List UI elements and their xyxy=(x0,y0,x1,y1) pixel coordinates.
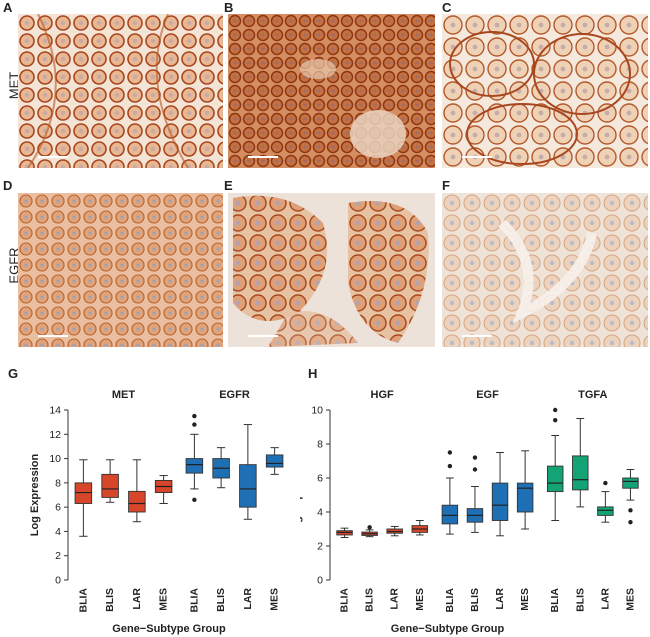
x-tick-label: BLIA xyxy=(549,588,561,613)
x-tick-label: LAR xyxy=(242,588,254,610)
ihc-image-egfr-e xyxy=(228,193,435,347)
x-tick-label: BLIA xyxy=(188,588,200,613)
y-tick-label: 2 xyxy=(55,550,61,562)
y-tick-label: 8 xyxy=(317,439,323,451)
x-tick-label: MES xyxy=(158,588,170,611)
outlier-point xyxy=(472,455,478,460)
y-tick-label: 12 xyxy=(49,429,61,441)
panel-label-a: A xyxy=(3,0,13,15)
box-egfr-lar xyxy=(239,464,257,508)
panel-label-e: E xyxy=(224,178,233,193)
ihc-image-egfr-d xyxy=(18,193,223,347)
y-axis-label: Log Expression xyxy=(300,453,303,536)
box-tgfa-blis xyxy=(572,455,589,491)
x-axis-label: Gene−Subtype Group xyxy=(112,623,226,635)
panel-label-d: D xyxy=(3,178,13,193)
outlier-point xyxy=(603,480,608,486)
x-tick-label: MES xyxy=(269,588,281,611)
x-tick-label: MES xyxy=(414,588,426,611)
group-title: EGF xyxy=(476,389,499,401)
x-tick-label: LAR xyxy=(389,588,401,610)
outlier-point xyxy=(447,450,453,455)
y-tick-label: 4 xyxy=(317,507,323,519)
outlier-point xyxy=(553,418,558,423)
x-tick-label: LAR xyxy=(131,588,143,610)
outlier-point xyxy=(553,407,558,413)
outlier-point xyxy=(192,413,197,419)
boxplot-chart-g: 0 2 4 6 8 10 12 14 Log Expression MET BLIA BLIS LAR M… xyxy=(29,389,284,635)
y-tick-label: 10 xyxy=(311,405,323,417)
y-tick-label: 0 xyxy=(317,575,323,587)
panel-label-b: B xyxy=(224,0,234,15)
ihc-image-met-a xyxy=(18,14,223,168)
x-tick-label: BLIS xyxy=(574,588,586,612)
panel-label-h: H xyxy=(308,366,318,381)
group-title: HGF xyxy=(371,389,395,401)
outlier-point xyxy=(447,463,453,469)
outlier-point xyxy=(367,525,372,530)
box-egf-mes xyxy=(516,482,534,513)
outlier-point xyxy=(192,497,197,503)
ihc-image-met-c xyxy=(442,14,648,168)
outlier-point xyxy=(472,467,478,472)
outlier-point xyxy=(192,422,197,427)
x-tick-label: BLIA xyxy=(339,588,351,613)
box-tgfa-blia xyxy=(546,465,564,493)
x-tick-label: MES xyxy=(624,588,636,611)
panel-label-g: G xyxy=(8,366,19,381)
outlier-point xyxy=(628,520,633,525)
x-tick-label: BLIS xyxy=(469,588,481,612)
group-title: MET xyxy=(112,389,136,401)
y-tick-label: 6 xyxy=(55,502,61,514)
ihc-image-met-b xyxy=(228,14,435,168)
x-tick-label: LAR xyxy=(494,588,506,610)
box-met-blis xyxy=(101,473,119,498)
outlier-point xyxy=(628,508,633,513)
box-met-blia xyxy=(74,482,93,504)
box-tgfa-lar xyxy=(597,506,614,516)
x-tick-label: BLIA xyxy=(444,588,456,613)
x-tick-label: LAR xyxy=(599,588,611,610)
box-egfr-blia xyxy=(185,458,204,474)
y-tick-label: 2 xyxy=(317,541,323,553)
x-tick-label: BLIA xyxy=(77,588,89,613)
x-tick-label: MES xyxy=(519,588,531,611)
box-egf-blia xyxy=(441,504,459,525)
box-egfr-mes xyxy=(265,454,284,468)
x-axis-label: Gene−Subtype Group xyxy=(391,623,505,635)
y-tick-label: 0 xyxy=(55,575,61,587)
box-egf-lar xyxy=(491,482,509,521)
ihc-image-egfr-f xyxy=(442,193,648,347)
boxplot-chart-h: 0 2 4 6 8 10 Log Expression HGF BLIA BLIS LAR MES EG… xyxy=(300,389,639,635)
y-tick-label: 6 xyxy=(317,473,323,485)
panel-label-f: F xyxy=(442,178,450,193)
x-tick-label: BLIS xyxy=(364,588,376,612)
y-tick-label: 14 xyxy=(49,405,61,417)
group-title: EGFR xyxy=(219,389,250,401)
box-tgfa-mes xyxy=(622,477,639,489)
y-tick-label: 10 xyxy=(49,453,61,465)
y-tick-label: 8 xyxy=(55,477,61,489)
panel-label-c: C xyxy=(442,0,452,15)
x-tick-label: BLIS xyxy=(215,588,227,612)
y-tick-label: 4 xyxy=(55,526,61,538)
box-met-lar xyxy=(128,490,146,513)
y-axis-label: Log Expression xyxy=(29,453,41,536)
x-tick-label: BLIS xyxy=(104,588,116,612)
group-title: TGFA xyxy=(578,389,607,401)
